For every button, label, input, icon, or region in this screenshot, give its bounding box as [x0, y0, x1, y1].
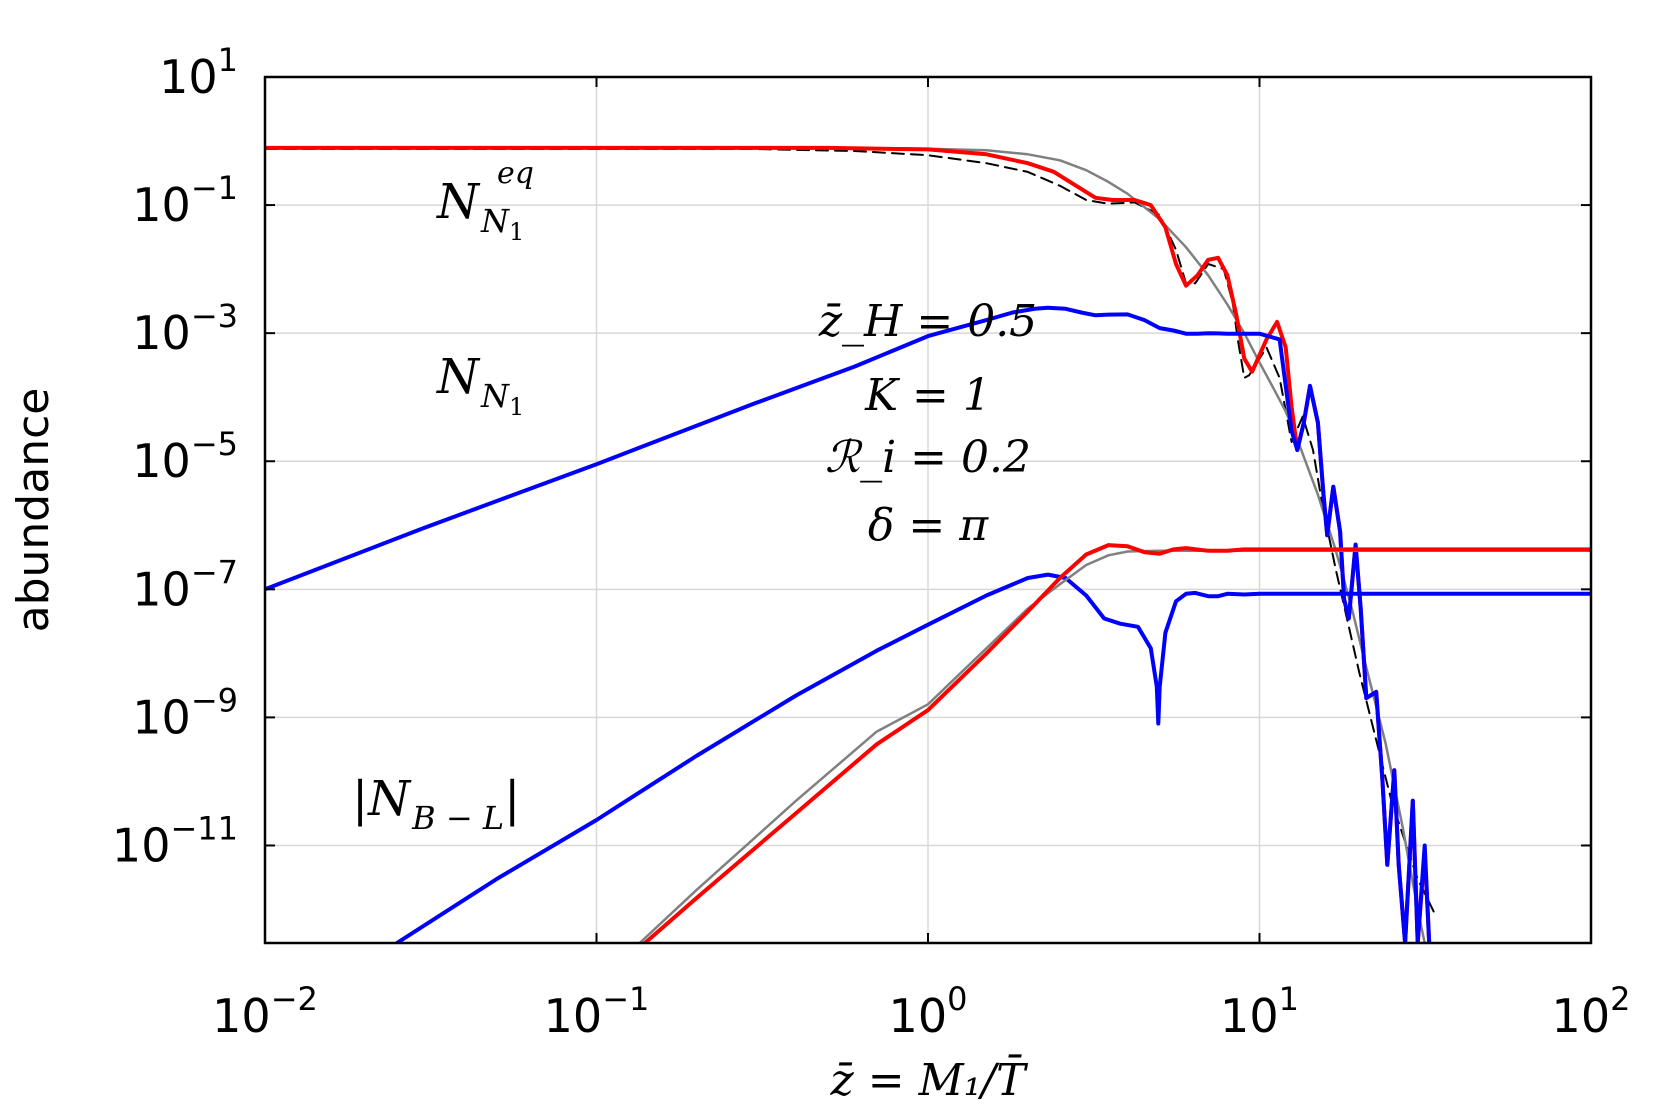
series-line-5: [638, 549, 1591, 943]
y-tick-label: 10−1: [132, 169, 238, 232]
param-delta: δ = π: [868, 500, 989, 551]
x-tick-label: 101: [1220, 980, 1299, 1043]
x-axis-label: z̄ = M₁/T̄: [830, 1053, 1030, 1106]
y-tick-label: 10−7: [132, 553, 238, 616]
y-tick-label: 10−11: [112, 809, 238, 872]
series-line-4: [394, 572, 1591, 943]
y-tick-label: 10−5: [132, 425, 238, 488]
x-tick-label: 102: [1552, 980, 1631, 1043]
annotation-neq: NN1: [436, 174, 524, 246]
x-tick-label: 10−1: [544, 980, 650, 1043]
series-line-6: [642, 543, 1591, 943]
annotation-nn1: NN1: [436, 349, 524, 421]
grid: [265, 77, 1591, 943]
param-k: K = 1: [864, 370, 991, 421]
ticks: [264, 76, 1592, 943]
annotation-neq-sup: eq: [497, 156, 534, 191]
annotation-nbl: |NB − L|: [352, 771, 520, 837]
y-axis-label: abundance: [8, 388, 59, 633]
param-zh: z̄_H = 0.5: [818, 296, 1037, 347]
y-tick-label: 101: [159, 41, 238, 104]
x-tick-label: 10−2: [212, 980, 318, 1043]
y-tick-label: 10−3: [132, 297, 238, 360]
x-tick-label: 100: [889, 980, 968, 1043]
param-ri: ℛ_i = 0.2: [825, 432, 1031, 483]
series-group: [265, 145, 1591, 943]
y-tick-labels: 101 10−1 10−3 10−5 10−7 10−9 10−11: [112, 41, 238, 872]
series-line-3: [265, 305, 1432, 943]
x-tick-labels: 10−2 10−1 100 101 102: [212, 980, 1630, 1043]
y-tick-label: 10−9: [132, 681, 238, 744]
